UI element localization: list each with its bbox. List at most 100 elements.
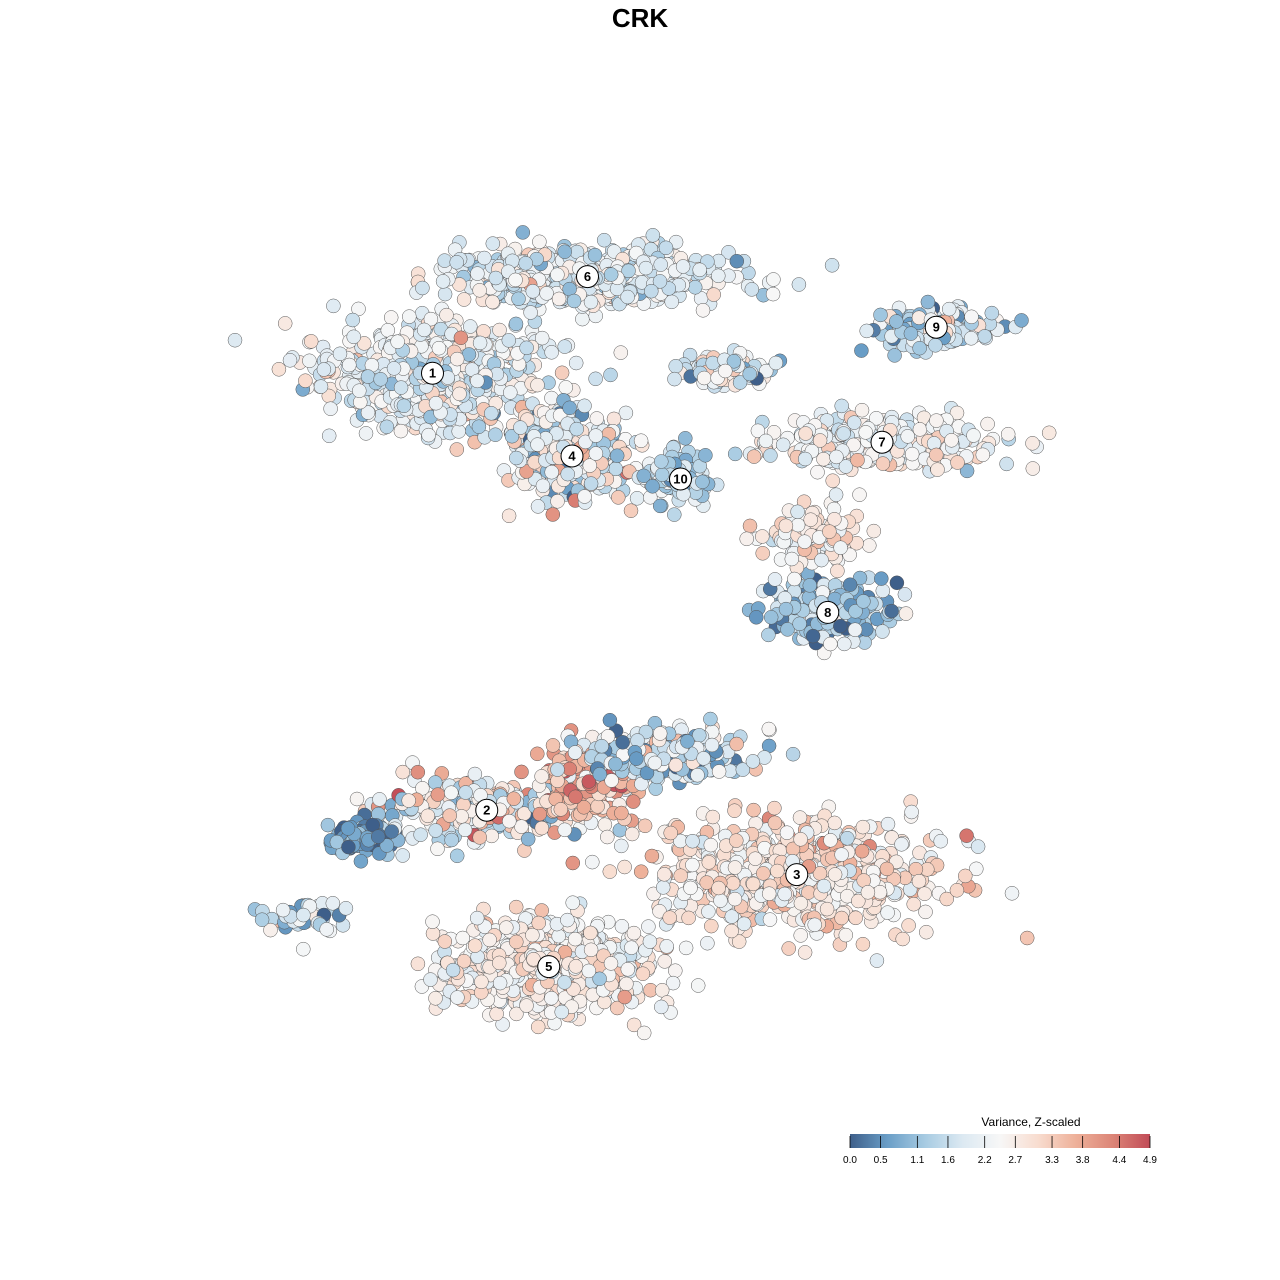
data-point — [704, 918, 719, 934]
data-point — [566, 293, 582, 309]
legend-tick-label: 3.3 — [1045, 1155, 1059, 1166]
data-point — [793, 928, 808, 943]
data-point — [652, 726, 668, 741]
data-point — [534, 769, 549, 784]
data-point — [824, 258, 840, 273]
data-point — [980, 416, 995, 432]
data-point — [501, 333, 517, 348]
data-point — [763, 448, 778, 463]
data-point — [340, 821, 356, 836]
data-point — [626, 794, 641, 809]
data-point — [514, 819, 529, 834]
data-point — [435, 274, 451, 289]
data-point — [588, 371, 603, 387]
data-point — [303, 334, 319, 349]
data-point — [437, 934, 453, 949]
data-point — [530, 377, 545, 393]
data-point — [869, 953, 885, 968]
data-point — [906, 896, 921, 912]
data-point — [928, 338, 943, 353]
data-point — [884, 603, 899, 619]
data-point — [700, 935, 715, 951]
data-point — [503, 385, 518, 400]
data-point — [775, 437, 791, 453]
data-point — [711, 268, 726, 284]
data-point — [746, 449, 762, 464]
data-point — [695, 303, 711, 318]
data-point — [562, 400, 577, 416]
data-point — [444, 832, 459, 848]
data-point — [781, 941, 796, 956]
data-point — [568, 789, 583, 805]
data-point — [638, 260, 654, 276]
data-point — [457, 822, 473, 838]
data-point — [790, 504, 805, 520]
data-point — [854, 343, 869, 358]
data-point — [814, 552, 829, 568]
data-point — [534, 330, 550, 346]
data-point — [453, 330, 469, 346]
cluster-label-6: 6 — [576, 265, 599, 289]
data-point — [644, 848, 660, 864]
data-point — [506, 791, 522, 806]
data-point — [554, 1004, 569, 1020]
data-point — [492, 975, 508, 991]
data-point — [458, 785, 473, 800]
data-point — [602, 864, 618, 879]
data-point — [718, 363, 733, 379]
data-point — [633, 864, 649, 879]
data-point — [227, 332, 243, 348]
data-point — [544, 464, 559, 480]
data-point — [342, 357, 357, 373]
data-point — [695, 474, 710, 490]
data-point — [690, 978, 706, 993]
data-point — [785, 746, 801, 762]
data-point — [614, 805, 629, 821]
data-point — [544, 345, 559, 360]
data-point — [277, 316, 293, 331]
data-point — [470, 266, 485, 281]
data-point — [488, 427, 503, 442]
data-point — [423, 972, 438, 987]
data-point — [635, 966, 651, 981]
data-point — [501, 508, 517, 524]
data-point — [575, 311, 590, 327]
data-point — [370, 829, 386, 844]
data-point — [390, 334, 405, 349]
data-point — [797, 451, 813, 467]
data-point — [511, 291, 526, 307]
data-point — [765, 286, 781, 302]
data-point — [904, 804, 919, 820]
data-point — [472, 830, 487, 845]
data-point — [587, 247, 603, 263]
data-point — [696, 370, 712, 386]
data-point — [1004, 886, 1020, 901]
data-point — [430, 787, 446, 802]
data-point — [393, 380, 409, 395]
data-point — [603, 956, 619, 971]
data-point — [425, 914, 440, 929]
data-point — [755, 546, 770, 561]
data-point — [929, 413, 944, 428]
data-point — [850, 452, 865, 468]
data-point — [680, 734, 695, 749]
data-point — [449, 848, 465, 864]
data-point — [903, 326, 919, 341]
data-point — [698, 448, 713, 463]
data-point — [296, 907, 311, 923]
data-point — [401, 793, 416, 808]
data-point — [492, 322, 507, 338]
data-point — [880, 816, 896, 832]
data-point — [567, 931, 583, 947]
data-point — [583, 476, 599, 491]
cluster-label-text: 10 — [673, 472, 687, 487]
data-point — [792, 810, 808, 825]
data-point — [356, 336, 372, 351]
data-point — [745, 754, 761, 769]
data-point — [420, 808, 436, 824]
data-point — [654, 454, 669, 469]
data-point — [970, 839, 986, 854]
data-point — [673, 868, 688, 883]
data-point — [944, 433, 959, 448]
data-point — [1000, 426, 1016, 442]
